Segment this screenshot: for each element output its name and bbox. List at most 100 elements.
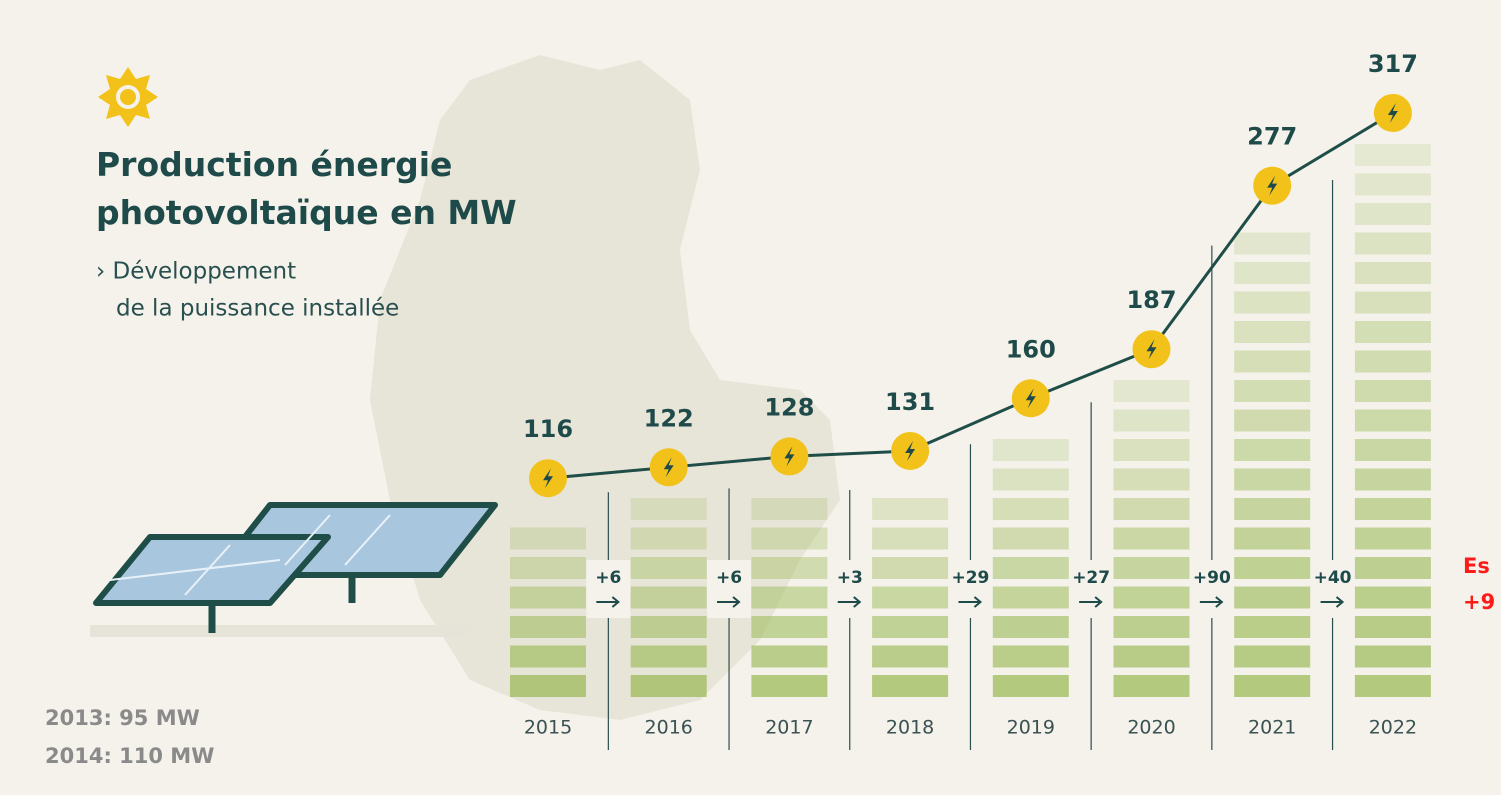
chart-title: Production énergie photovoltaïque en MW [96,145,517,232]
solar-panels [90,502,498,637]
x-tick-label: 2017 [765,717,813,739]
bar-stripe [992,439,1069,461]
bolt-icon [784,446,795,467]
bar-stripe [1234,527,1311,550]
data-label: 116 [523,415,573,443]
bar-stripe [1113,675,1190,697]
bar-stripe [510,616,586,638]
bar-stripe [992,527,1069,550]
arrow [596,596,620,608]
bolt-icon [543,468,553,489]
sun-icon [98,67,158,127]
bar [510,527,586,697]
bar-stripe [872,557,949,579]
x-tick-label: 2018 [886,717,934,739]
bar-stripe [1354,557,1431,579]
bar-stripe [1113,380,1190,402]
bar-stripe [1354,173,1431,196]
bar [1354,144,1431,697]
bar-stripe [1234,498,1311,520]
divider-gap [827,560,872,618]
bar-stripe [751,586,828,609]
bolt-icon [1146,339,1157,360]
note: 2014: 110 MW [45,744,214,768]
bar-stripe [992,645,1069,668]
bar-stripe [872,675,949,697]
bar-stripe [992,498,1069,520]
data-label: 131 [885,388,935,416]
bolt-icon [1387,102,1398,123]
bar-stripe [751,616,828,638]
arrow [1199,596,1224,608]
divider-gap [1189,560,1234,618]
bar-stripe [1234,557,1311,579]
bar-stripe [992,616,1069,638]
bar-stripe [1354,144,1431,166]
bar [1234,232,1311,697]
bar [630,498,707,697]
bar-stripe [872,527,949,550]
bar-stripe [751,527,828,550]
difference-label: +3 [837,568,863,588]
difference-label: +6 [716,568,742,588]
bar-stripe [992,675,1069,697]
arrow [717,596,741,608]
bar-stripe [1234,262,1311,284]
bar-stripe [1113,616,1190,638]
bar-stripe [630,498,707,520]
bar-stripe [992,586,1069,609]
red-note: +9 [1463,590,1495,614]
subtitle: de la puissance installée [116,296,399,322]
note: 2013: 95 MW [45,706,200,730]
bar-stripe [1354,586,1431,609]
bar-stripe [1234,409,1311,432]
x-tick-label: 2016 [645,717,693,739]
bar-stripe [1234,675,1311,697]
bar-stripe [1234,380,1311,402]
bar [992,439,1069,697]
bar-stripe [510,675,586,697]
bar-stripe [1234,350,1311,373]
bar-stripe [1234,616,1311,638]
line [547,111,1394,480]
difference-label: +27 [1072,568,1110,588]
bar-stripe [1354,409,1431,432]
bar-stripe [1354,350,1431,373]
bar-stripe [751,675,828,697]
bar-stripe [1354,675,1431,697]
arrow [837,596,862,608]
bar-stripe [1354,262,1431,284]
bar-stripe [1354,439,1431,461]
bolt-icon [663,457,674,478]
bar-stripe [1113,586,1190,609]
bar-stripe [1354,616,1431,638]
bar-stripe [1113,409,1190,432]
divider-gap [707,560,752,618]
bar-stripe [1234,468,1311,491]
divider-gap [1069,560,1114,618]
bar-stripe [872,645,949,668]
bar-stripe [872,586,949,609]
bar-stripe [1354,498,1431,520]
bolt-icon [905,440,916,461]
data-label: 128 [764,393,814,421]
bar-stripe [630,675,707,697]
bar-stripe [1234,321,1311,343]
divider-gap [586,560,631,618]
bar-stripe [1354,291,1431,314]
divider-gap [948,560,993,618]
bar-stripe [630,616,707,638]
data-label: 122 [644,404,694,432]
bar-stripe [630,527,707,550]
bar [872,498,949,697]
bar-stripe [1354,232,1431,255]
x-tick-label: 2022 [1369,717,1417,739]
bar-stripe [510,645,586,668]
bar-stripe [630,557,707,579]
data-label: 277 [1247,123,1297,151]
x-tick-label: 2015 [524,717,572,739]
divider-gap [1310,560,1355,618]
arrow [1079,596,1103,608]
bar [1113,380,1190,697]
